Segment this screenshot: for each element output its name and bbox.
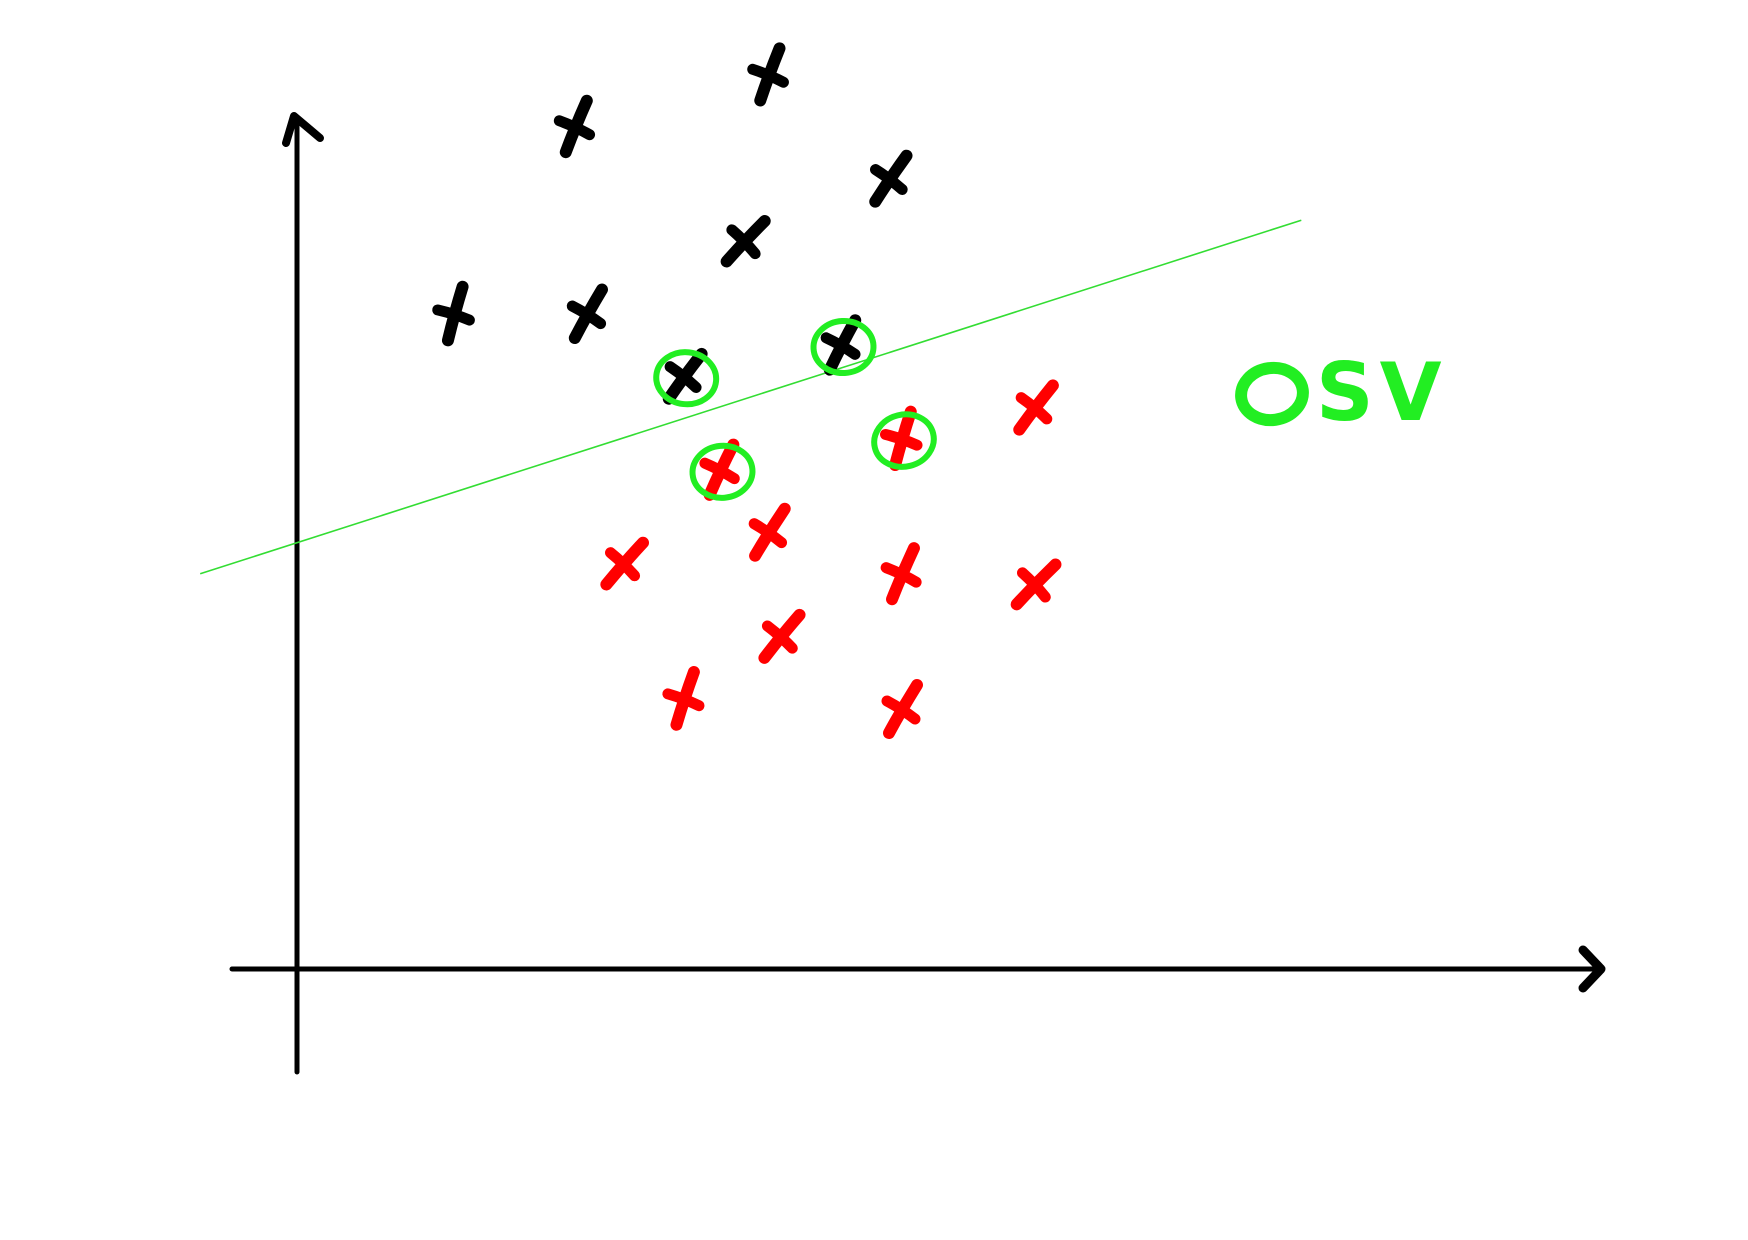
support-vector-ring — [810, 317, 877, 377]
scatter-point — [880, 542, 922, 606]
x-axis-arrowhead — [1578, 945, 1606, 993]
decision-boundary-line — [199, 219, 1302, 575]
support-vector-ring — [689, 442, 756, 501]
scatter-point — [432, 280, 475, 347]
scatter-point — [662, 666, 705, 731]
legend: SV — [1235, 346, 1448, 439]
scatter-point — [566, 283, 608, 345]
y-axis-arrowhead — [282, 112, 324, 147]
scatter-point — [869, 149, 913, 208]
scatter-point — [758, 608, 806, 664]
scatter-point — [748, 502, 791, 562]
decision-boundary-layer — [199, 219, 1302, 575]
scatter-point — [881, 679, 923, 739]
scatter-point — [553, 94, 596, 159]
scatter-point — [720, 214, 771, 268]
support-vector-ring — [653, 349, 720, 408]
scatter-point — [1010, 558, 1062, 611]
support-vector-ring — [871, 411, 937, 470]
legend-circle-marker — [1235, 361, 1309, 427]
legend-label: SV — [1316, 346, 1448, 439]
scatter-point — [600, 536, 650, 591]
points-layer — [432, 42, 1062, 739]
scatter-point — [1013, 379, 1059, 436]
scatter-point — [747, 42, 789, 107]
support-vector-rings — [653, 317, 937, 501]
scatter-point — [662, 347, 708, 405]
scatter-point — [820, 314, 862, 376]
